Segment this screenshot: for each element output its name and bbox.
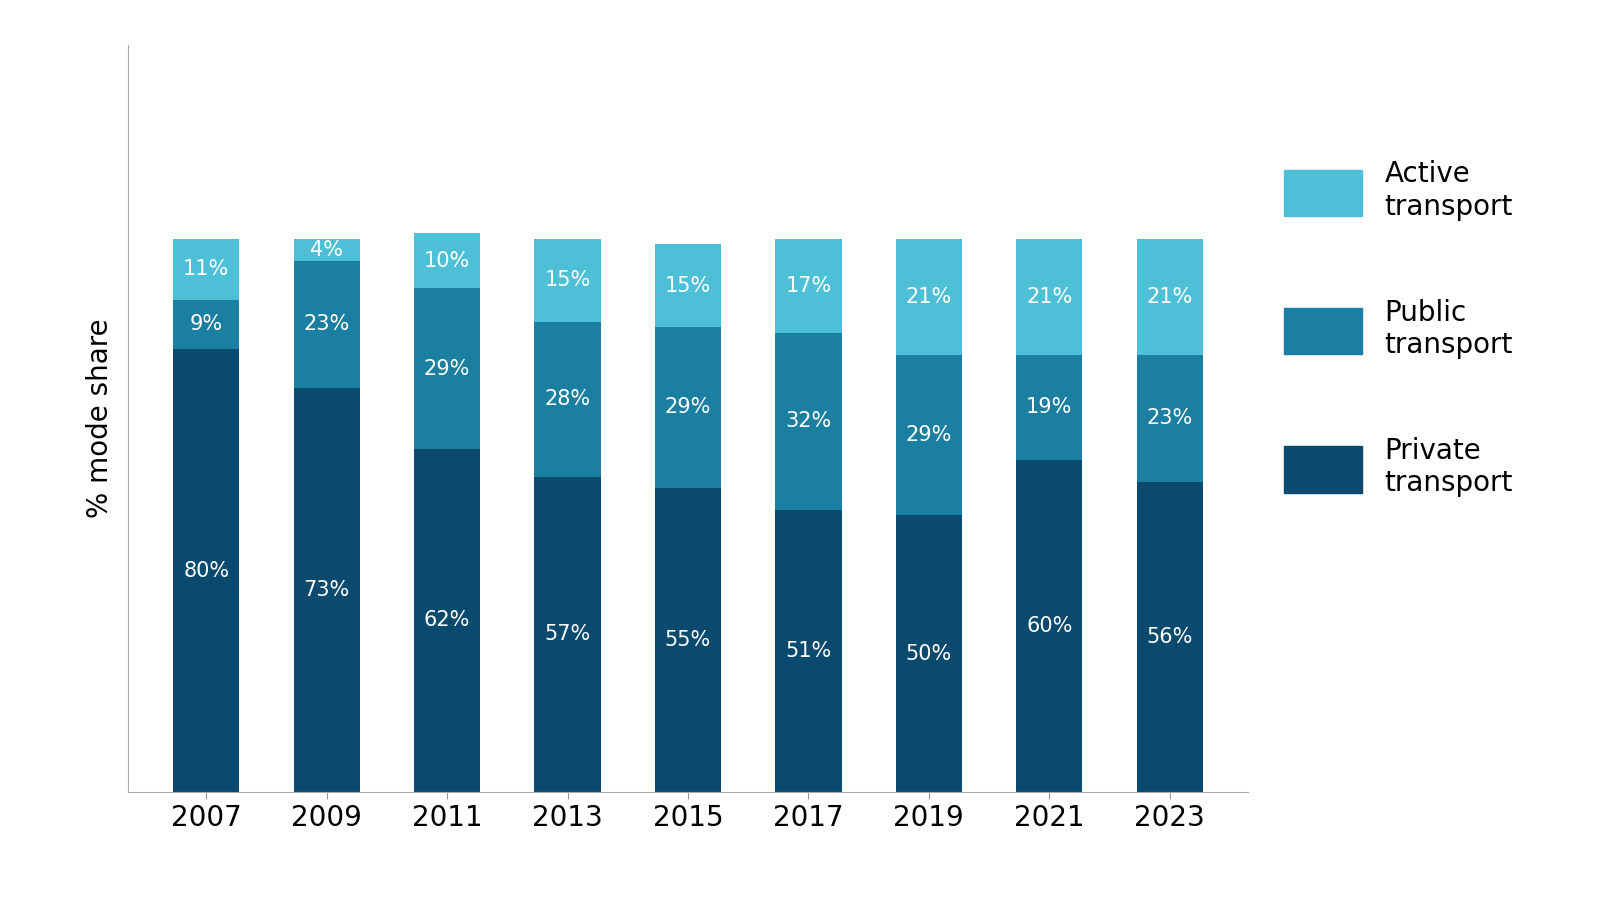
Bar (173, 300, 240, 349)
Text: 11%: 11% (182, 259, 229, 279)
Text: 15%: 15% (666, 275, 710, 296)
Text: 19%: 19% (1026, 398, 1072, 418)
Text: 28%: 28% (544, 389, 590, 410)
Bar (534, 321, 600, 477)
Text: 60%: 60% (1026, 616, 1072, 636)
Bar (1136, 238, 1203, 355)
Text: 62%: 62% (424, 610, 470, 631)
Text: 21%: 21% (906, 287, 952, 307)
Text: 80%: 80% (184, 561, 229, 581)
Text: 50%: 50% (906, 644, 952, 663)
Text: 73%: 73% (304, 580, 350, 600)
Text: 55%: 55% (666, 630, 710, 650)
Y-axis label: % mode share: % mode share (86, 319, 114, 518)
Text: 21%: 21% (1147, 287, 1194, 307)
Text: 51%: 51% (786, 641, 832, 661)
Bar (173, 238, 240, 300)
Bar (173, 349, 240, 792)
Bar (654, 244, 722, 328)
Text: 32%: 32% (786, 411, 832, 431)
Bar (1016, 460, 1083, 792)
Text: 17%: 17% (786, 275, 832, 296)
Bar (896, 355, 962, 516)
Text: 10%: 10% (424, 251, 470, 271)
Bar (896, 516, 962, 792)
Text: 21%: 21% (1026, 287, 1072, 307)
Text: 15%: 15% (544, 270, 590, 290)
Bar (293, 261, 360, 388)
Bar (414, 449, 480, 792)
Bar (534, 238, 600, 321)
Bar (1016, 355, 1083, 460)
Bar (896, 238, 962, 355)
Bar (654, 328, 722, 488)
Text: 23%: 23% (1147, 409, 1194, 428)
Bar (293, 238, 360, 261)
Text: 9%: 9% (190, 314, 222, 335)
Bar (1136, 482, 1203, 792)
Bar (776, 333, 842, 509)
Text: 29%: 29% (666, 398, 710, 418)
Bar (1016, 238, 1083, 355)
Bar (414, 233, 480, 289)
Text: 57%: 57% (544, 625, 590, 644)
Text: 29%: 29% (906, 425, 952, 446)
Text: 29%: 29% (424, 359, 470, 379)
Bar (776, 509, 842, 792)
Legend: Active
transport, Public
transport, Private
transport: Active transport, Public transport, Priv… (1285, 160, 1512, 497)
Bar (414, 289, 480, 449)
Bar (293, 388, 360, 792)
Bar (776, 238, 842, 333)
Bar (534, 477, 600, 792)
Bar (1136, 355, 1203, 482)
Text: 56%: 56% (1147, 627, 1194, 647)
Bar (654, 488, 722, 792)
Text: 23%: 23% (304, 314, 350, 335)
Text: 4%: 4% (310, 239, 344, 260)
